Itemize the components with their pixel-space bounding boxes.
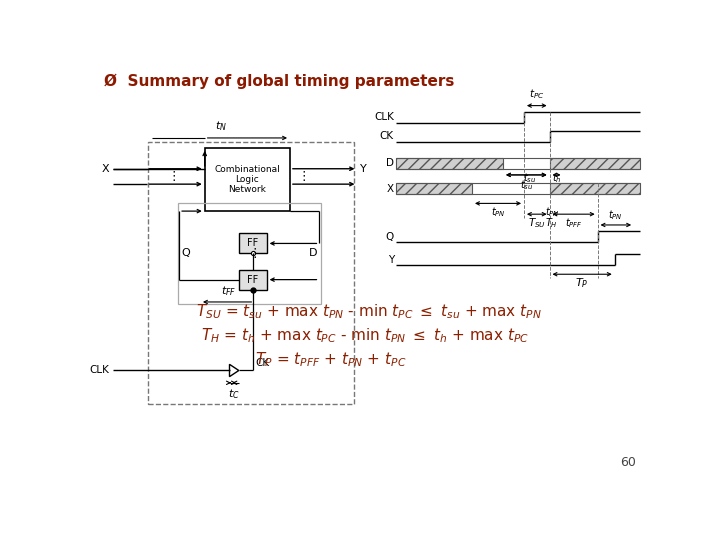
Text: CLK: CLK [374,112,394,122]
Text: $T_{SU}$: $T_{SU}$ [528,215,546,230]
Text: $t_{su}$: $t_{su}$ [523,171,536,185]
Text: $t_{PN}$: $t_{PN}$ [545,205,560,219]
Text: X: X [387,184,394,194]
Text: $T_P$ = $t_{PFF}$ + $t_{PN}$ + $t_{PC}$: $T_P$ = $t_{PFF}$ + $t_{PN}$ + $t_{PC}$ [255,350,406,369]
Bar [239,269,266,289]
Text: $t_{su}$: $t_{su}$ [520,178,533,192]
Text: $T_{SU}$ = $t_{su}$ + max $t_{PN}$ - min $t_{PC}$ $\leq$ $t_{su}$ + max $t_{PN}$: $T_{SU}$ = $t_{su}$ + max $t_{PN}$ - min… [196,302,542,321]
Text: $\vdots$: $\vdots$ [248,246,257,260]
Text: CK: CK [379,131,394,141]
Text: CLK: CLK [89,366,109,375]
Text: Combinational
Logic
Network: Combinational Logic Network [215,165,280,194]
Text: Q: Q [181,248,189,259]
Text: $\vdots$: $\vdots$ [167,170,176,184]
Polygon shape [230,364,239,377]
Bar [178,204,321,303]
Text: $t_{PFF}$: $t_{PFF}$ [564,215,582,230]
Text: $t_C$: $t_C$ [228,387,240,401]
Text: $\vdots$: $\vdots$ [297,170,306,184]
Text: FF: FF [247,275,258,285]
Bar [549,158,640,168]
Text: $t_N$: $t_N$ [215,119,227,133]
Text: $T_H$ = $t_h$ + max $t_{PC}$ - min $t_{PN}$ $\leq$ $t_h$ + max $t_{PC}$: $T_H$ = $t_h$ + max $t_{PC}$ - min $t_{P… [201,327,529,345]
Text: D: D [386,158,394,168]
Text: $t_{PN}$: $t_{PN}$ [608,208,624,222]
Bar [204,148,290,211]
Text: $T_H$: $T_H$ [545,215,557,230]
Text: $t_{PN}$: $t_{PN}$ [490,205,505,219]
Text: $t_{FF}$: $t_{FF}$ [220,284,236,298]
Text: $t_{PC}$: $t_{PC}$ [529,87,544,101]
Bar [549,184,640,194]
Text: Ø  Summary of global timing parameters: Ø Summary of global timing parameters [104,74,454,90]
Text: X: X [102,164,109,174]
Text: FF: FF [247,239,258,248]
Bar [396,184,472,194]
Text: Y: Y [387,255,394,265]
Text: Y: Y [360,164,366,174]
Text: D: D [309,248,318,259]
Text: $t_h$: $t_h$ [552,171,562,185]
Text: 60: 60 [621,456,636,469]
Text: $T_P$: $T_P$ [575,276,589,289]
Text: Q: Q [385,232,394,241]
Bar [239,233,266,253]
Bar [148,142,354,403]
Text: CK: CK [255,358,269,368]
Bar [396,158,503,168]
